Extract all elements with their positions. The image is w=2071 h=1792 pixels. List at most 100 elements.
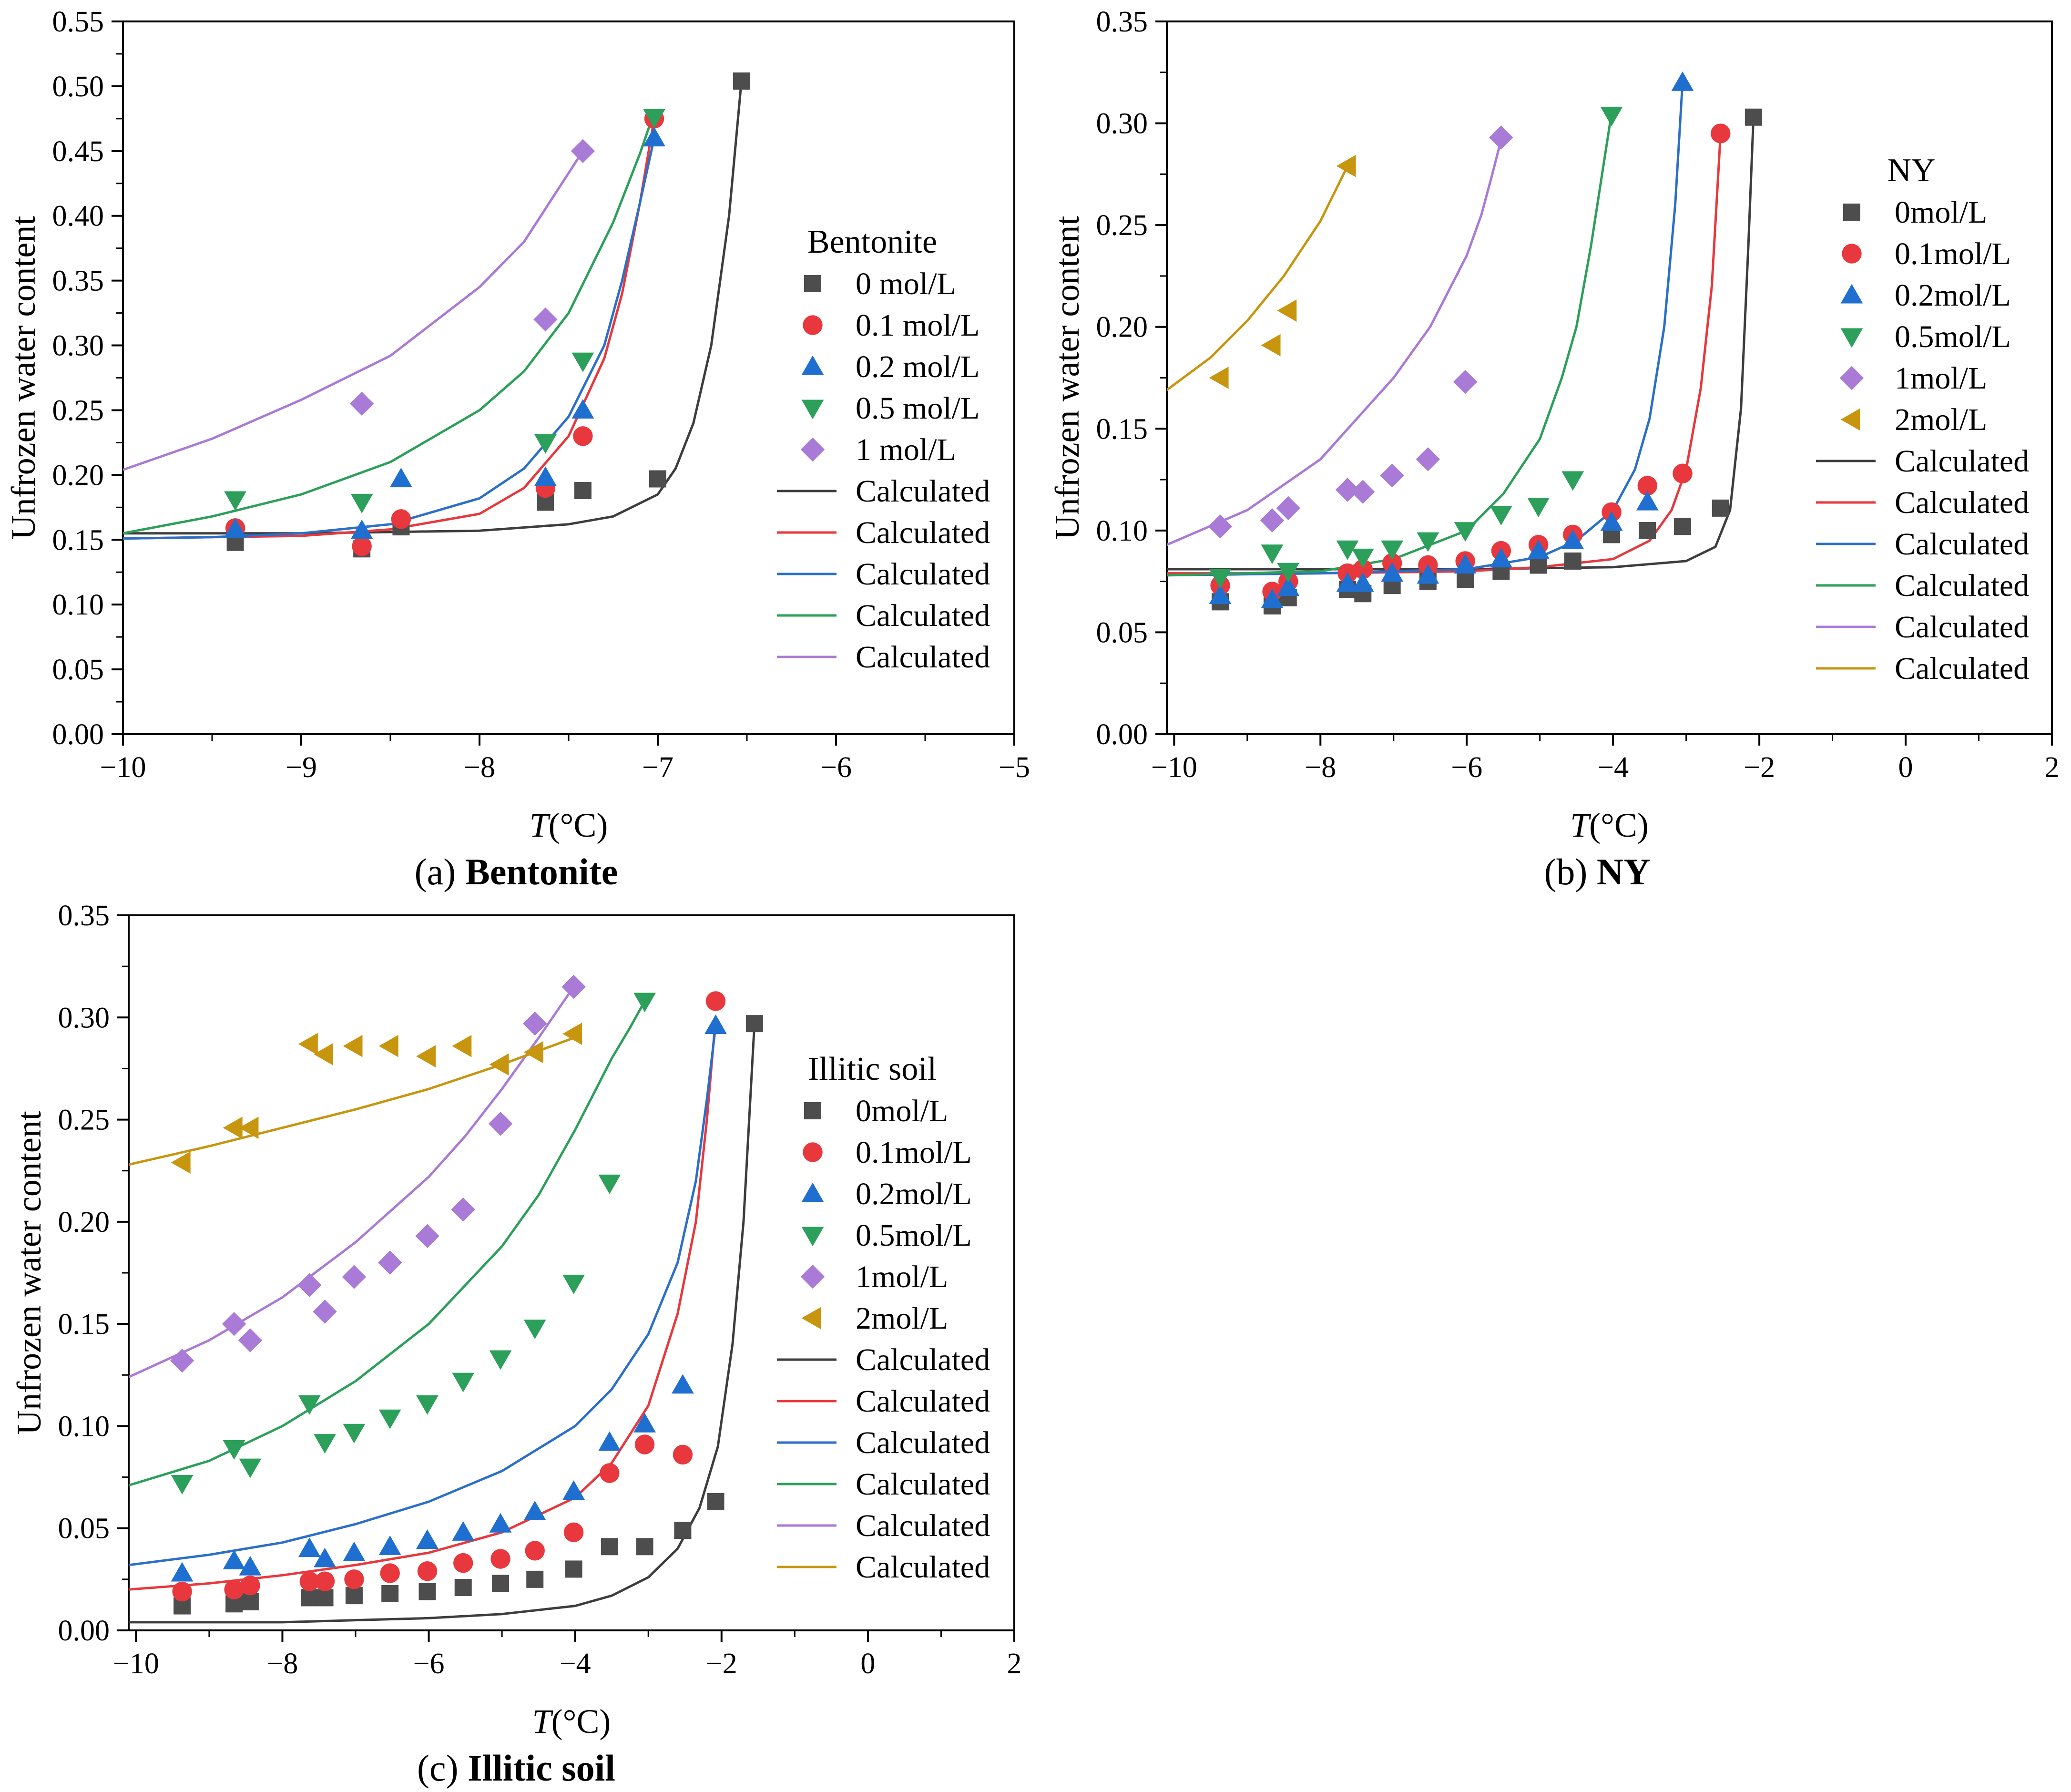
data-point (223, 1116, 243, 1139)
calculated-curve-2 (1167, 133, 1722, 575)
data-point (1335, 478, 1360, 502)
data-point (1712, 499, 1729, 517)
y-tick-label: 0.20 (58, 1206, 110, 1239)
series-0mol-L (173, 1015, 763, 1615)
data-point (418, 1583, 436, 1600)
data-point (707, 1493, 724, 1510)
calculated-curve-5 (1167, 139, 1502, 546)
data-point (239, 1116, 259, 1139)
legend-marker (804, 275, 821, 292)
series-0-1mol-L (172, 991, 726, 1602)
legend-title: NY (1887, 152, 1935, 189)
y-tick-label: 0.30 (52, 330, 104, 362)
legend-label: 0.2 mol/L (856, 349, 979, 384)
y-tick-label: 0.00 (58, 1615, 110, 1647)
legend-title: Bentonite (807, 224, 937, 260)
legend-label: Calculated (856, 1342, 990, 1377)
panel-caption: (a) Bentonite (415, 851, 618, 892)
x-tick-label: −6 (413, 1648, 445, 1680)
y-tick-label: 0.35 (1096, 6, 1148, 38)
data-point (390, 468, 412, 488)
data-point (1351, 548, 1374, 568)
data-point (598, 1431, 621, 1451)
data-point (298, 1537, 321, 1557)
series-0mol-L (1212, 108, 1762, 614)
data-point (672, 1374, 694, 1394)
data-point (314, 1043, 334, 1065)
x-tick-label: −5 (999, 751, 1030, 784)
data-point (381, 1585, 399, 1602)
data-point (223, 1440, 245, 1460)
chart-panel-b: −10 −8 −6 −4 −2 0 2 0.00 0.05 0.10 0.15 0.20 0.25 0.3… (1048, 6, 2060, 892)
y-axis-title: Unfrozen water content (10, 1111, 48, 1435)
y-tick-label: 0.10 (1096, 515, 1148, 547)
chart-panel-a: −10 −9 −8 −7 −6 −5 0.00 0.05 0.10 0.15 0.20 0.25 0.3… (4, 6, 1030, 892)
data-point (453, 1553, 473, 1573)
series-2mol-L (171, 1023, 582, 1174)
data-point (1336, 154, 1356, 177)
data-point (649, 470, 666, 488)
data-point (314, 1434, 336, 1454)
data-point (673, 1444, 693, 1465)
data-point (239, 1458, 262, 1478)
data-point (1745, 108, 1762, 126)
y-tick-label: 0.05 (58, 1513, 110, 1545)
curves-group (129, 986, 756, 1624)
data-point (349, 391, 374, 416)
legend-marker (801, 1227, 824, 1247)
data-point (562, 1480, 585, 1500)
legend-marker (801, 399, 824, 420)
y-tick-label: 0.15 (52, 524, 104, 556)
x-tick-label: −9 (286, 751, 317, 784)
series-0-1-mol-L (225, 109, 664, 556)
legend: NY 0mol/L 0.1mol/L 0.2mol/L 0.5mol/L 1mol/L 2m… (1816, 152, 2029, 686)
legend-label: Calculated (1895, 444, 2029, 479)
data-point (601, 1538, 618, 1556)
y-tick-label: 0.30 (58, 1002, 110, 1034)
y-tick-label: 0.15 (1096, 413, 1148, 445)
data-point (1351, 480, 1375, 504)
legend-marker (1840, 284, 1863, 304)
series-0-2mol-L (171, 1014, 727, 1582)
calculated-curve-3 (129, 1025, 717, 1567)
legend-marker (801, 1307, 821, 1330)
data-point (1639, 522, 1656, 539)
legend-label: 0.5mol/L (856, 1218, 972, 1253)
legend-label: Calculated (856, 1467, 990, 1502)
legend-label: 2mol/L (856, 1301, 948, 1336)
data-point (1711, 123, 1731, 143)
curves-group (1167, 82, 1755, 577)
data-point (489, 1053, 509, 1076)
legend-label: 0.1mol/L (1895, 236, 2011, 271)
y-tick-label: 0.00 (52, 718, 104, 751)
data-point (1457, 571, 1474, 588)
data-point (1673, 463, 1693, 483)
legend-marker (800, 1264, 825, 1289)
legend-label: Calculated (1895, 568, 2029, 603)
data-point (1261, 544, 1284, 564)
data-point (350, 519, 373, 539)
data-point (565, 1560, 582, 1578)
legend-label: 0mol/L (1895, 195, 1987, 230)
data-point (525, 1541, 545, 1561)
series-0-5mol-L (171, 993, 656, 1495)
data-point (1381, 540, 1404, 560)
legend-label: Calculated (856, 1550, 990, 1585)
data-point (451, 1197, 475, 1222)
legend-label: 0.5 mol/L (856, 391, 979, 426)
data-point (452, 1521, 475, 1541)
y-tick-label: 0.20 (52, 459, 104, 492)
y-tick-label: 0.25 (1096, 209, 1148, 242)
data-point (416, 1045, 436, 1068)
data-point (1353, 559, 1373, 579)
x-tick-label: −4 (560, 1648, 591, 1680)
data-point (1208, 514, 1233, 539)
data-point (704, 1014, 727, 1034)
data-point (633, 993, 656, 1013)
data-point (343, 1541, 366, 1561)
series-2mol-L (1209, 154, 1356, 389)
legend-label: Calculated (856, 1508, 990, 1543)
data-point (1209, 367, 1229, 389)
data-point (1351, 572, 1374, 592)
data-point (1600, 106, 1623, 126)
